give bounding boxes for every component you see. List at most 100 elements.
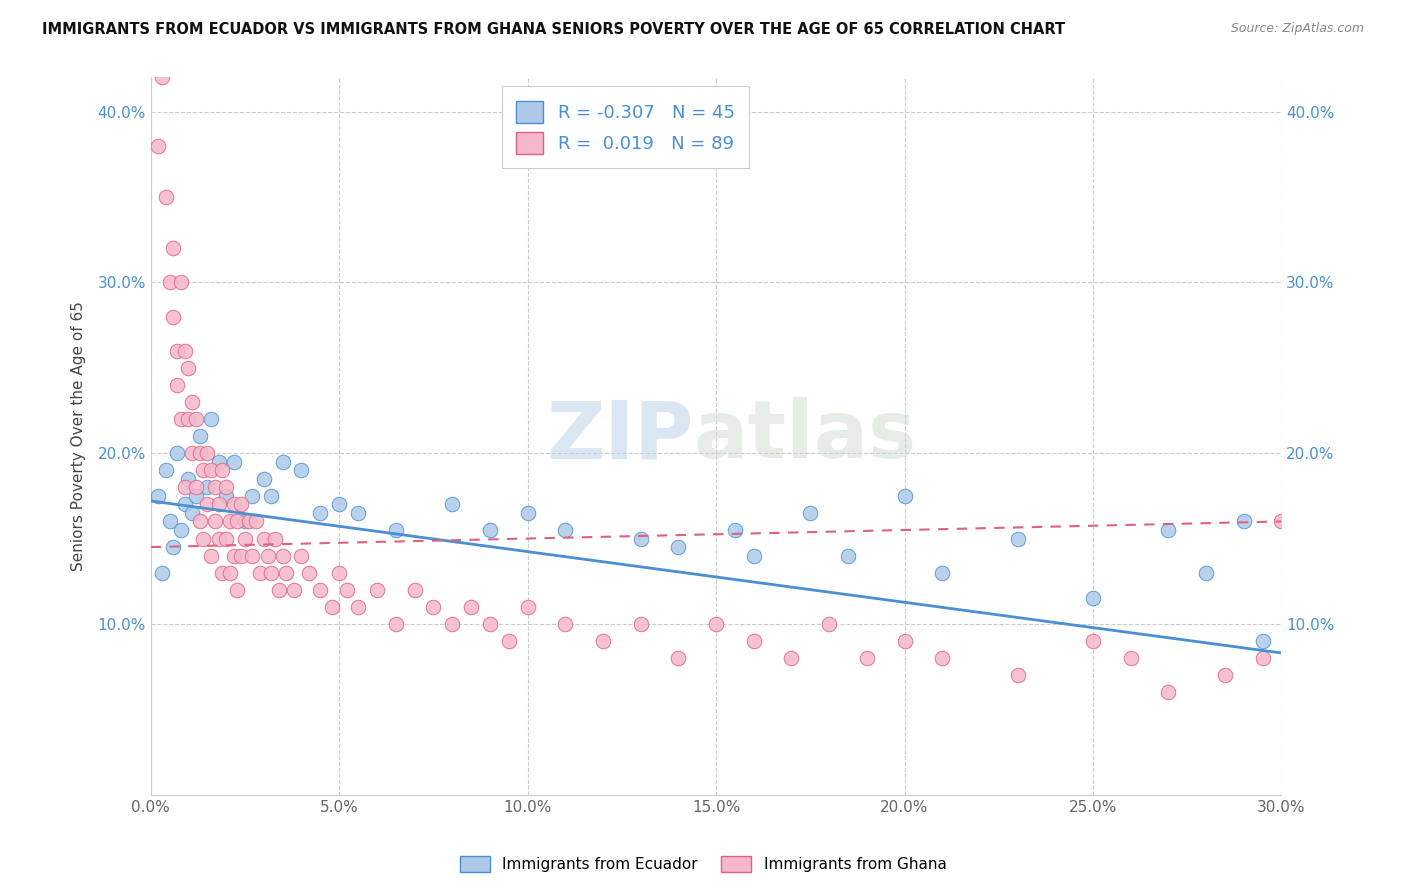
Y-axis label: Seniors Poverty Over the Age of 65: Seniors Poverty Over the Age of 65 xyxy=(72,301,86,571)
Point xyxy=(148,489,170,503)
Point xyxy=(177,472,200,486)
Point xyxy=(384,616,406,631)
Point xyxy=(1081,634,1104,648)
Point xyxy=(799,506,821,520)
Point xyxy=(592,634,614,648)
Point xyxy=(181,395,204,409)
Point xyxy=(704,616,727,631)
Point xyxy=(256,549,278,563)
Point xyxy=(1251,651,1274,665)
Point xyxy=(184,489,207,503)
Point xyxy=(336,582,359,597)
Point xyxy=(837,549,859,563)
Point xyxy=(321,599,343,614)
Point xyxy=(215,480,238,494)
Point xyxy=(166,446,188,460)
Point xyxy=(554,523,576,537)
Point xyxy=(242,489,264,503)
Point xyxy=(478,523,501,537)
Point xyxy=(222,549,245,563)
Point xyxy=(630,616,652,631)
Text: ZIP: ZIP xyxy=(546,397,693,475)
Point xyxy=(181,446,204,460)
Point xyxy=(554,616,576,631)
Point xyxy=(276,566,298,580)
Point xyxy=(177,360,200,375)
Point xyxy=(384,523,406,537)
Text: Source: ZipAtlas.com: Source: ZipAtlas.com xyxy=(1230,22,1364,36)
Point xyxy=(253,472,276,486)
Point xyxy=(159,276,181,290)
Point xyxy=(226,515,249,529)
Point xyxy=(181,506,204,520)
Point xyxy=(666,651,689,665)
Point xyxy=(177,412,200,426)
Point xyxy=(195,497,218,511)
Point xyxy=(170,412,193,426)
Point xyxy=(516,599,538,614)
Point xyxy=(173,480,195,494)
Point xyxy=(204,480,226,494)
Point xyxy=(742,549,765,563)
Point xyxy=(233,532,256,546)
Point xyxy=(215,532,238,546)
Point xyxy=(159,515,181,529)
Point xyxy=(226,582,249,597)
Legend: Immigrants from Ecuador, Immigrants from Ghana: Immigrants from Ecuador, Immigrants from… xyxy=(451,848,955,880)
Point xyxy=(516,506,538,520)
Point xyxy=(150,70,173,85)
Point xyxy=(1081,591,1104,606)
Point xyxy=(173,343,195,358)
Point xyxy=(148,138,170,153)
Point xyxy=(170,523,193,537)
Point xyxy=(271,455,294,469)
Point xyxy=(155,190,177,204)
Text: IMMIGRANTS FROM ECUADOR VS IMMIGRANTS FROM GHANA SENIORS POVERTY OVER THE AGE OF: IMMIGRANTS FROM ECUADOR VS IMMIGRANTS FR… xyxy=(42,22,1066,37)
Point xyxy=(404,582,426,597)
Point xyxy=(271,549,294,563)
Point xyxy=(231,497,253,511)
Point xyxy=(200,549,222,563)
Point xyxy=(204,515,226,529)
Point xyxy=(931,651,953,665)
Point xyxy=(441,616,464,631)
Text: atlas: atlas xyxy=(693,397,917,475)
Point xyxy=(193,463,215,477)
Point xyxy=(290,463,312,477)
Point xyxy=(211,463,233,477)
Point xyxy=(724,523,747,537)
Legend: R = -0.307   N = 45, R =  0.019   N = 89: R = -0.307 N = 45, R = 0.019 N = 89 xyxy=(502,87,749,169)
Point xyxy=(166,343,188,358)
Point xyxy=(1007,668,1029,682)
Point xyxy=(309,506,332,520)
Point xyxy=(207,532,229,546)
Point xyxy=(184,412,207,426)
Point xyxy=(328,497,350,511)
Point xyxy=(218,515,240,529)
Point xyxy=(155,463,177,477)
Point xyxy=(460,599,482,614)
Point xyxy=(290,549,312,563)
Point xyxy=(366,582,388,597)
Point xyxy=(200,463,222,477)
Point xyxy=(893,489,915,503)
Point xyxy=(264,532,287,546)
Point xyxy=(347,506,370,520)
Point xyxy=(211,566,233,580)
Point xyxy=(222,455,245,469)
Point xyxy=(478,616,501,631)
Point xyxy=(242,549,264,563)
Point xyxy=(195,446,218,460)
Point xyxy=(347,599,370,614)
Point xyxy=(1119,651,1142,665)
Point xyxy=(200,412,222,426)
Point xyxy=(166,377,188,392)
Point xyxy=(283,582,305,597)
Point xyxy=(150,566,173,580)
Point xyxy=(1007,532,1029,546)
Point xyxy=(1270,515,1292,529)
Point xyxy=(188,515,211,529)
Point xyxy=(309,582,332,597)
Point xyxy=(215,489,238,503)
Point xyxy=(441,497,464,511)
